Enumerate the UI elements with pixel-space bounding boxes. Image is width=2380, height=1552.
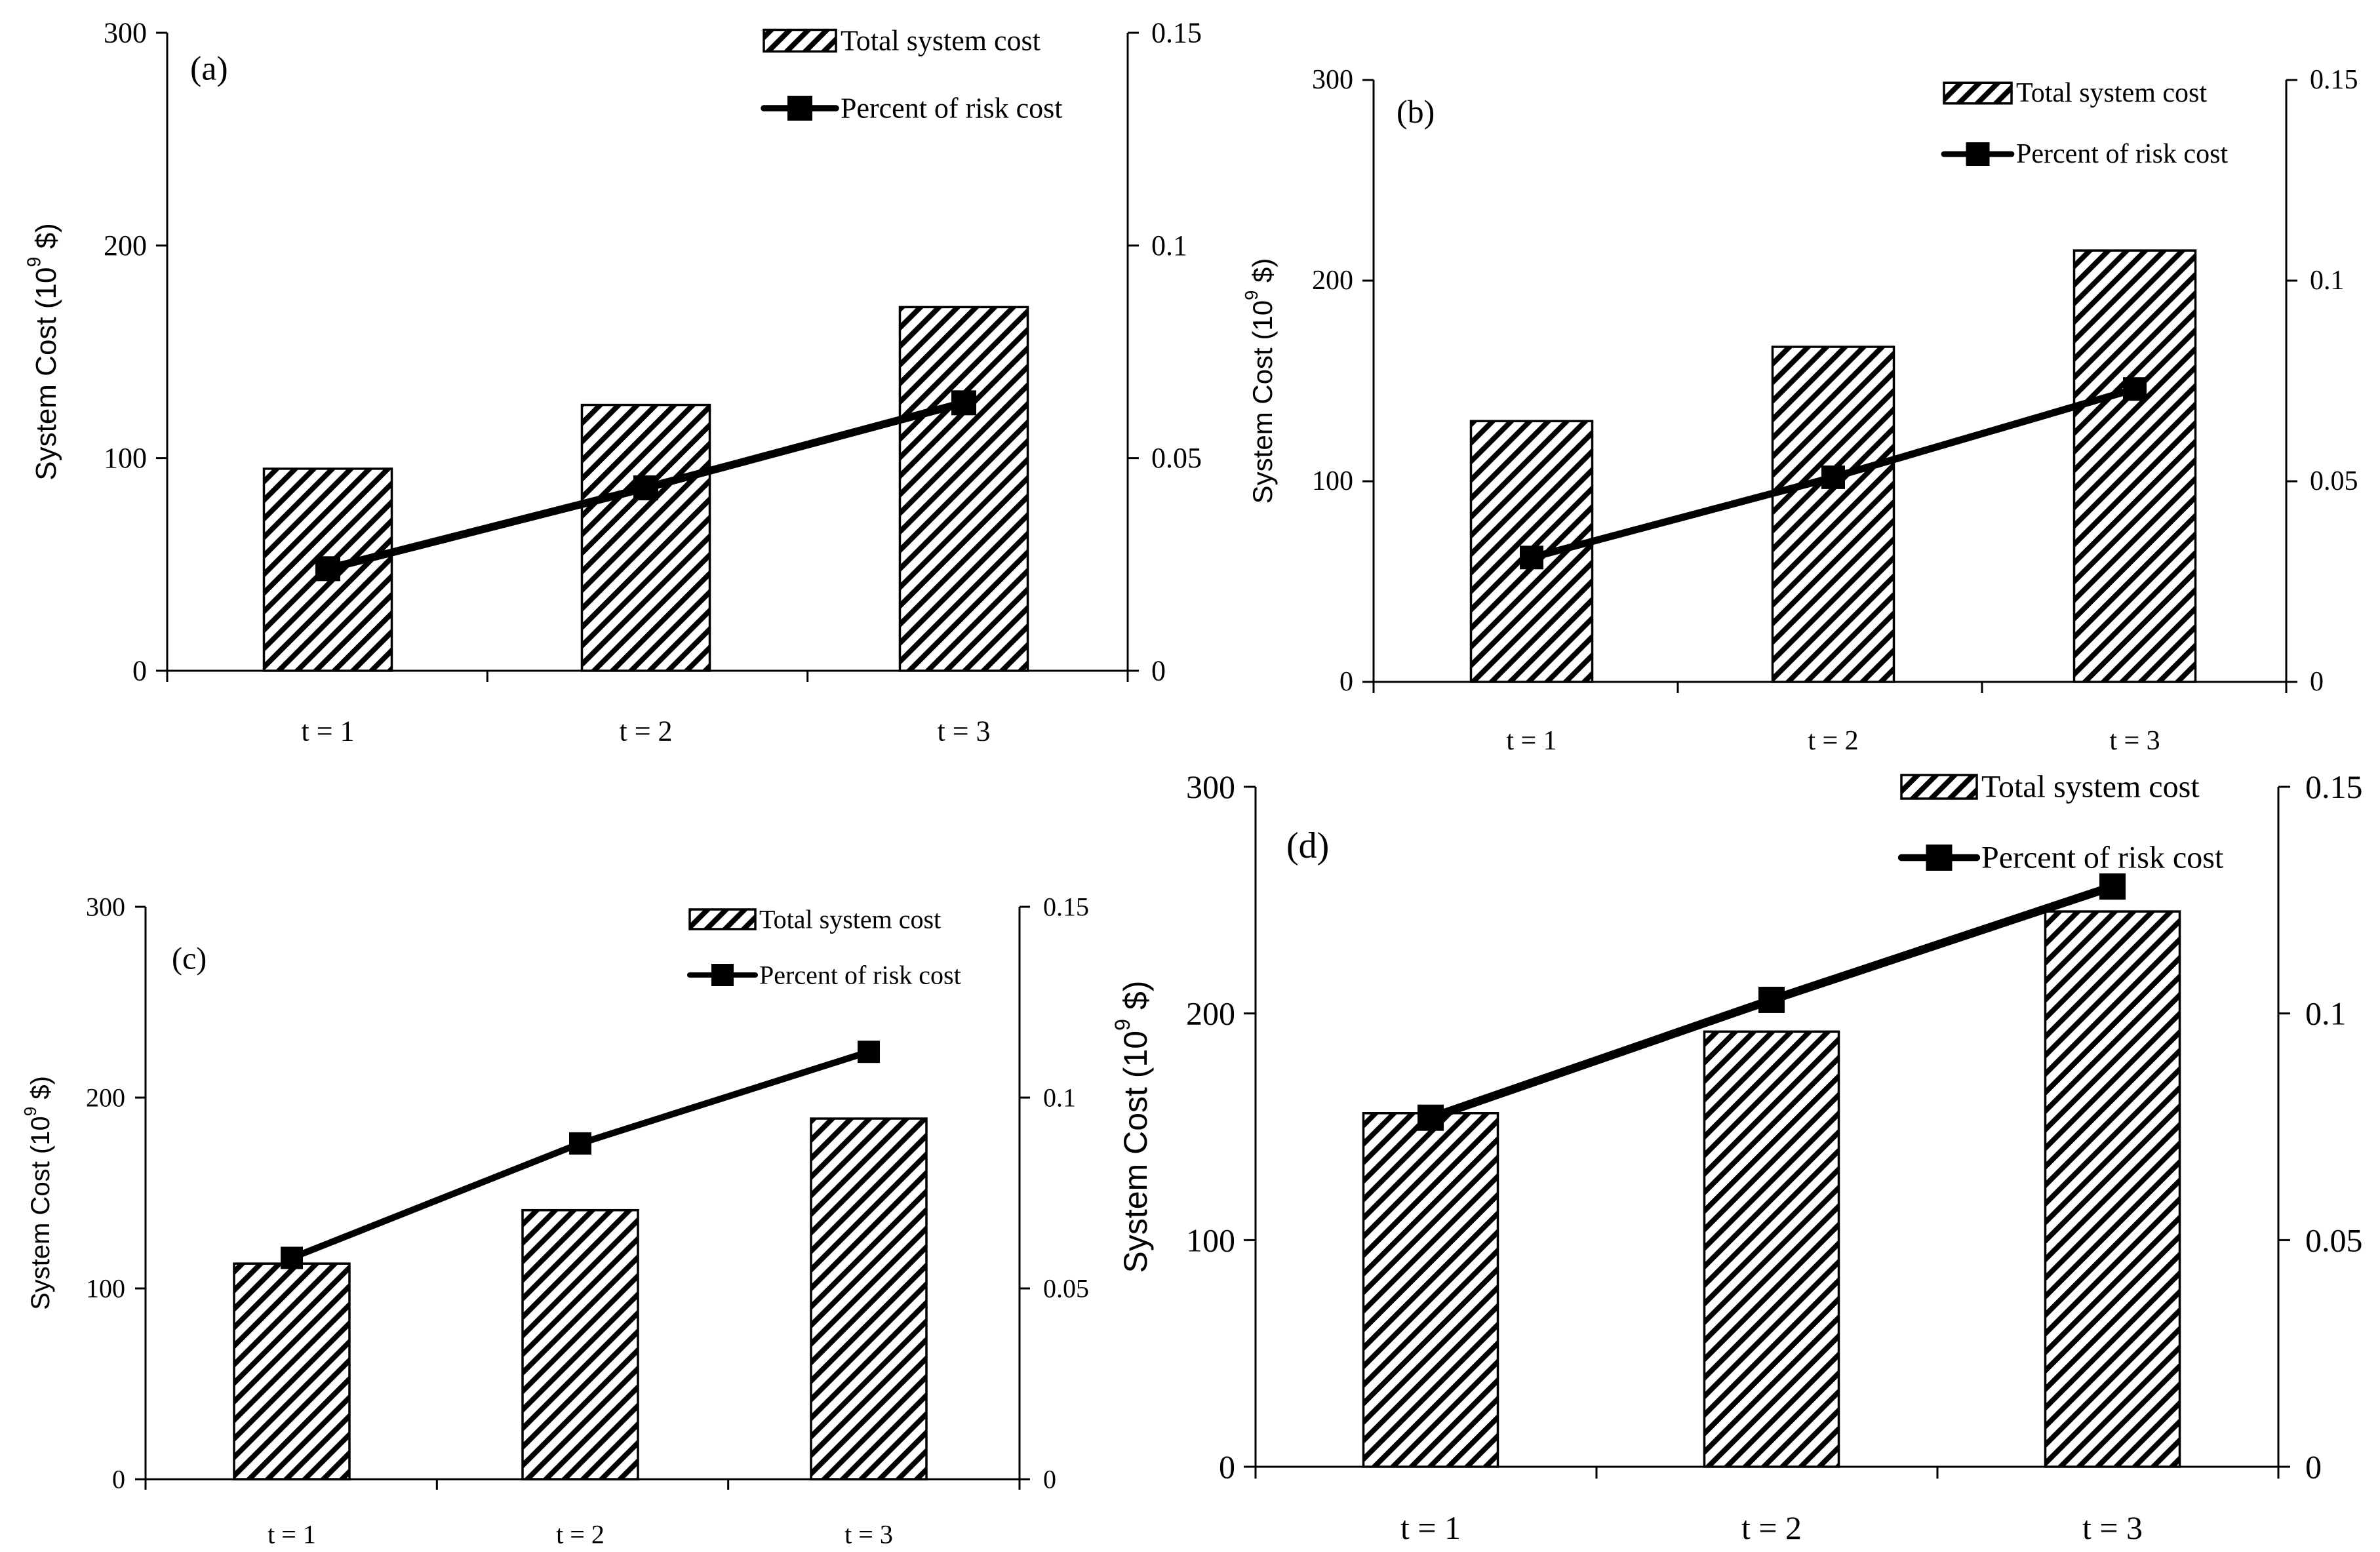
category-label: t = 2 [1808,726,1858,756]
total-system-cost-bar [233,1262,351,1481]
left-tick-label: 0 [1219,1448,1235,1485]
percent-risk-cost-point [2099,873,2126,900]
percent-risk-cost-point [1520,546,1543,570]
left-tick-label: 300 [86,892,125,922]
total-system-cost-bar [1703,1030,1840,1468]
total-system-cost-bar [898,306,1029,672]
legend-label-percent-risk-cost: Percent of risk cost [841,92,1062,125]
right-tick-label: 0.15 [1043,892,1089,922]
right-tick-label: 0.05 [1151,442,1202,474]
percent-risk-cost-point [951,390,976,416]
right-tick-label: 0.15 [2310,65,2358,95]
y-axis-title: System Cost (109 $) [1111,981,1154,1273]
right-tick-label: 0.05 [2310,466,2358,496]
percent-risk-cost-point [858,1041,880,1064]
left-tick-label: 300 [104,17,147,49]
legend-marker-swatch [1926,845,1953,871]
left-tick-label: 200 [86,1083,125,1113]
panel-label: (a) [190,50,228,88]
left-tick-label: 0 [1339,667,1353,697]
left-tick-label: 300 [1312,65,1353,95]
right-tick-label: 0 [1043,1465,1056,1494]
legend-bar-swatch [688,908,757,930]
category-label: t = 3 [2082,1509,2143,1546]
y-axis-title: System Cost (109 $) [1241,258,1278,504]
legend: Total system cost Percent of risk cost [1941,78,2228,169]
left-tick-label: 200 [104,229,147,262]
total-system-cost-bar [2073,249,2197,683]
legend-label-total-system-cost: Total system cost [2016,78,2207,108]
left-tick-label: 100 [1312,466,1353,496]
percent-risk-cost-point [569,1132,591,1155]
left-tick-label: 200 [1312,266,1353,296]
left-tick-label: 100 [86,1274,125,1303]
category-label: t = 2 [619,715,672,747]
chart-panel-4: 0 100 200 300 0 0.05 0.1 0.15 t = 1 t = 2 t = 3 Sys… [1111,768,2363,1546]
total-system-cost-bar [2044,910,2181,1468]
percent-risk-cost-point [315,556,340,582]
total-system-cost-bar [521,1208,639,1481]
legend-bar-swatch [763,28,837,53]
percent-risk-cost-point [1821,465,1845,489]
category-label: t = 1 [1400,1509,1461,1546]
left-tick-label: 100 [1186,1222,1235,1258]
category-label: t = 3 [844,1520,893,1549]
right-tick-label: 0.05 [1043,1274,1089,1303]
total-system-cost-bar [1362,1112,1499,1468]
chart-panel-3: 0 100 200 300 0 0.05 0.1 0.15 t = 1 t = 2 t = 3 Sys… [20,892,1089,1549]
percent-risk-cost-point [281,1246,303,1269]
right-tick-label: 0 [2305,1448,2322,1485]
category-label: t = 2 [1741,1509,1802,1546]
total-system-cost-bar [1771,346,1895,683]
y-axis-title: System Cost (109 $) [24,223,62,480]
right-tick-label: 0.1 [2310,266,2345,296]
category-label: t = 1 [268,1520,316,1549]
category-label: t = 1 [301,715,354,747]
category-label: t = 3 [2109,726,2160,756]
left-tick-label: 0 [132,655,147,687]
legend-label-percent-risk-cost: Percent of risk cost [2016,139,2228,169]
percent-risk-cost-point [633,475,658,501]
right-tick-label: 0.1 [1151,229,1187,262]
y-axis-title: System Cost (109 $) [20,1076,55,1310]
left-tick-label: 300 [1186,768,1235,805]
category-label: t = 2 [556,1520,605,1549]
right-tick-label: 0.1 [1043,1083,1076,1113]
right-tick-label: 0.1 [2305,995,2347,1032]
legend-label-total-system-cost: Total system cost [759,905,941,934]
panel-label: (c) [172,942,207,976]
legend-bar-swatch [1943,81,2013,105]
panel-label: (d) [1286,826,1329,866]
legend: Total system cost Percent of risk cost [687,905,961,990]
total-system-cost-bar [580,403,711,672]
legend-label-percent-risk-cost: Percent of risk cost [759,961,961,990]
left-tick-label: 200 [1186,995,1235,1032]
chart-panel-2: 0 100 200 300 0 0.05 0.1 0.15 t = 1 t = 2 t = 3 Sys… [1241,65,2358,756]
right-tick-label: 0 [1151,655,1166,687]
right-tick-label: 0 [2310,667,2324,697]
legend-label-percent-risk-cost: Percent of risk cost [1981,841,2224,875]
chart-panel-1: 0 100 200 300 0 0.05 0.1 0.15 t = 1 t = 2 t = 3 Sys… [24,17,1202,747]
total-system-cost-bar [810,1117,928,1481]
legend-label-total-system-cost: Total system cost [1981,770,2200,805]
legend: Total system cost Percent of risk cost [761,25,1062,125]
left-tick-label: 100 [104,442,147,474]
legend-marker-swatch [711,964,734,986]
legend-bar-swatch [1900,774,1978,800]
right-tick-label: 0.15 [1151,17,1202,49]
legend-marker-swatch [787,96,812,121]
category-label: t = 1 [1506,726,1557,756]
right-tick-label: 0.15 [2305,768,2363,805]
percent-risk-cost-point [2123,377,2147,401]
right-tick-label: 0.05 [2305,1222,2363,1258]
percent-risk-cost-point [1758,986,1785,1013]
panel-label: (b) [1397,93,1435,130]
legend: Total system cost Percent of risk cost [1897,770,2224,875]
left-tick-label: 0 [112,1465,125,1494]
category-label: t = 3 [937,715,990,747]
percent-risk-cost-point [1418,1104,1444,1131]
legend-marker-swatch [1966,142,1990,166]
legend-label-total-system-cost: Total system cost [841,25,1041,57]
